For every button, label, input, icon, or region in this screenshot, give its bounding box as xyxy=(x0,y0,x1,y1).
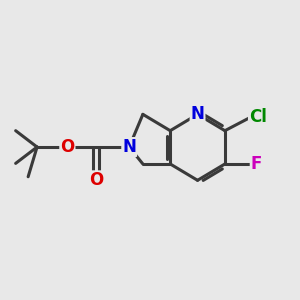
Text: O: O xyxy=(89,171,103,189)
Text: N: N xyxy=(190,105,205,123)
Text: N: N xyxy=(122,138,136,156)
Text: O: O xyxy=(60,138,74,156)
Text: F: F xyxy=(251,155,262,173)
Text: Cl: Cl xyxy=(249,108,267,126)
